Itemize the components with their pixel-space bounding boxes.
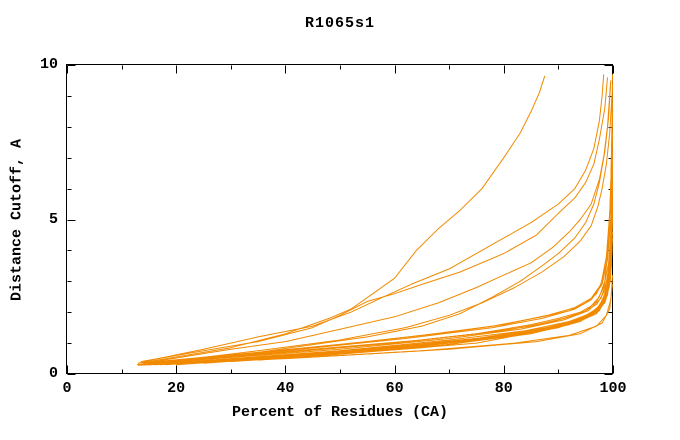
model-curve — [143, 74, 605, 363]
model-curve — [143, 284, 613, 366]
model-curve — [176, 170, 613, 364]
x-tick-label: 0 — [62, 380, 72, 397]
y-tick-label: 0 — [48, 365, 58, 382]
x-tick-label: 40 — [276, 380, 295, 397]
model-curve — [285, 237, 613, 360]
model-curve — [143, 151, 613, 364]
model-curve — [154, 95, 613, 364]
x-tick-label: 80 — [494, 380, 513, 397]
model-curve — [148, 86, 611, 366]
model-curve — [230, 210, 613, 363]
model-curve — [159, 182, 613, 366]
x-axis-label: Percent of Residues (CA) — [231, 404, 449, 421]
model-curve — [137, 102, 613, 364]
x-tick-label: 60 — [385, 380, 404, 397]
y-tick-label: 5 — [48, 210, 58, 228]
model-curve — [143, 173, 613, 366]
model-curves — [136, 74, 613, 366]
model-curve — [154, 213, 613, 366]
model-curve — [137, 75, 546, 364]
model-curve — [143, 80, 612, 364]
chart-title: R1065s1 — [304, 15, 375, 32]
x-tick-label: 20 — [167, 380, 186, 397]
y-tick-label: 10 — [39, 56, 58, 73]
x-tick-label: 100 — [599, 380, 627, 397]
model-curve — [140, 77, 608, 363]
model-curve — [165, 111, 613, 364]
model-curve — [187, 188, 613, 364]
